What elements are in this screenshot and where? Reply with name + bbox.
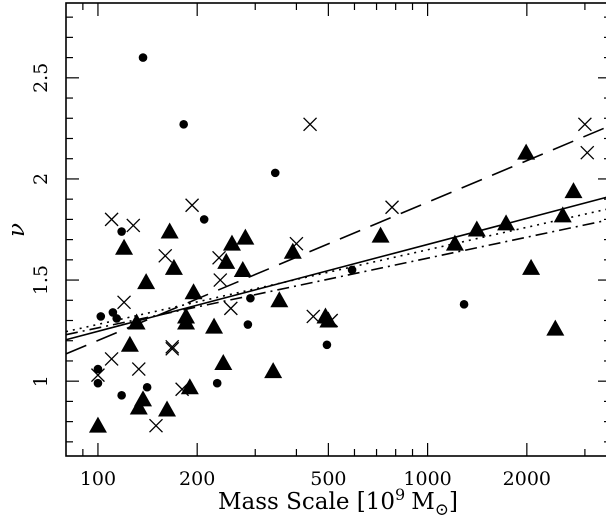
cross-point bbox=[223, 301, 238, 316]
triangle-point bbox=[264, 362, 283, 379]
triangle-point bbox=[214, 353, 233, 370]
triangle-point bbox=[88, 416, 107, 433]
triangle-point bbox=[522, 258, 541, 275]
circle-point bbox=[93, 364, 103, 374]
x-axis-title-unit: M bbox=[411, 489, 435, 515]
plot-frame bbox=[65, 2, 606, 457]
circle-point bbox=[199, 215, 209, 224]
cross-point bbox=[149, 418, 163, 433]
triangle-point bbox=[160, 222, 179, 239]
cross-point bbox=[303, 117, 318, 132]
cross-point bbox=[324, 313, 339, 328]
triangle-point bbox=[283, 242, 302, 259]
cross-point bbox=[385, 200, 399, 215]
triangle-point bbox=[127, 313, 146, 330]
y-tick-label: 2 bbox=[30, 173, 52, 185]
fit-line-solid bbox=[65, 196, 606, 341]
fit-line-dash-dot bbox=[65, 219, 606, 336]
circle-point bbox=[459, 300, 469, 309]
cross-point bbox=[165, 339, 180, 354]
cross-point bbox=[185, 198, 200, 213]
triangle-point bbox=[553, 206, 572, 223]
cross-point bbox=[212, 250, 227, 265]
triangle-point bbox=[205, 317, 224, 334]
triangle-point bbox=[222, 234, 241, 251]
cross-point bbox=[104, 212, 119, 227]
triangle-point bbox=[164, 258, 183, 275]
cross-point bbox=[131, 362, 146, 376]
cross-point bbox=[126, 218, 141, 233]
tick-labels: 100 200 500 1000 2000 1 1.5 2 2.5 bbox=[30, 63, 551, 490]
sun-symbol-icon: ⊙ bbox=[435, 500, 449, 520]
triangle-point bbox=[445, 234, 464, 251]
triangle-point bbox=[371, 226, 390, 243]
triangle-point bbox=[137, 273, 156, 290]
cross-point bbox=[580, 145, 595, 160]
cross-point bbox=[90, 368, 105, 383]
circle-point bbox=[212, 378, 222, 388]
circle-point bbox=[142, 382, 152, 392]
data-points bbox=[88, 53, 595, 433]
triangle-point bbox=[158, 400, 177, 417]
cross-point bbox=[158, 248, 173, 263]
cross-point bbox=[306, 309, 321, 324]
cross-point bbox=[175, 382, 190, 397]
circle-point bbox=[112, 314, 122, 323]
triangle-point bbox=[120, 335, 139, 352]
cross-point bbox=[289, 236, 304, 251]
y-tick-label: 1 bbox=[30, 375, 52, 387]
triangle-point bbox=[270, 291, 289, 308]
x-tick-label: 500 bbox=[310, 468, 346, 490]
circle-point bbox=[179, 120, 188, 129]
x-axis-title: Mass Scale [109 M⊙] bbox=[218, 485, 458, 520]
triangle-point bbox=[115, 238, 134, 255]
x-axis-title-main: Mass Scale [10 bbox=[218, 489, 395, 515]
y-axis-title: ν bbox=[4, 223, 30, 237]
axis-ticks bbox=[66, 3, 606, 456]
cross-point bbox=[213, 273, 228, 288]
x-axis-title-exponent: 9 bbox=[395, 485, 405, 504]
cross-point bbox=[117, 295, 132, 310]
x-tick-label: 1000 bbox=[403, 468, 451, 490]
x-tick-label: 2000 bbox=[503, 468, 551, 490]
circle-point bbox=[117, 227, 126, 236]
circle-point bbox=[117, 391, 126, 400]
cross-point bbox=[165, 341, 180, 356]
cross-point bbox=[104, 351, 119, 366]
triangle-point bbox=[564, 182, 583, 199]
triangle-point bbox=[217, 252, 236, 269]
triangle-point bbox=[134, 390, 153, 407]
triangle-point bbox=[233, 260, 252, 277]
triangle-point bbox=[184, 283, 203, 300]
circle-point bbox=[93, 378, 103, 388]
circle-point bbox=[322, 340, 332, 350]
cross-point bbox=[577, 117, 592, 132]
y-tick-label: 2.5 bbox=[30, 63, 52, 93]
circle-point bbox=[246, 293, 255, 303]
y-tick-label: 1.5 bbox=[30, 265, 52, 295]
circle-point bbox=[243, 320, 253, 329]
triangle-point bbox=[180, 378, 199, 395]
x-axis-title-close: ] bbox=[449, 489, 458, 515]
triangle-point bbox=[177, 313, 196, 330]
triangle-point bbox=[129, 398, 148, 415]
fit-lines bbox=[65, 126, 606, 355]
circle-point bbox=[347, 265, 357, 275]
triangle-point bbox=[236, 228, 255, 245]
circle-point bbox=[270, 168, 280, 178]
circle-point bbox=[96, 312, 106, 321]
triangle-point bbox=[497, 214, 516, 231]
x-tick-label: 100 bbox=[80, 468, 116, 490]
triangle-point bbox=[319, 311, 338, 328]
x-tick-label: 200 bbox=[179, 468, 215, 490]
circle-point bbox=[138, 53, 148, 62]
triangle-point bbox=[546, 319, 565, 336]
triangle-point bbox=[467, 220, 486, 237]
triangle-point bbox=[517, 143, 536, 160]
